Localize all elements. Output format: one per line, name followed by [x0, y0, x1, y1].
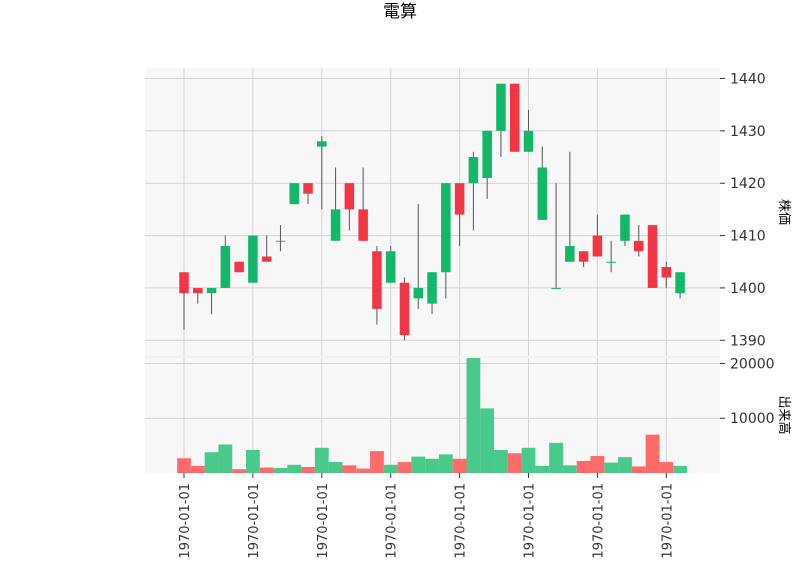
candle-body: [523, 130, 534, 152]
volume-bar: [383, 464, 398, 473]
candle-body: [206, 287, 217, 294]
candle-body: [372, 251, 382, 309]
x-tick-label: 1970-01-01: [385, 483, 400, 559]
volume-bar: [232, 469, 247, 473]
volume-bar: [273, 468, 288, 473]
candle-body: [633, 240, 644, 252]
candle-body: [468, 157, 479, 184]
axes: 1390 1400 1410 1420 1430 1440 10000 20000 1970-0…: [145, 71, 775, 559]
volume-bar: [411, 456, 426, 473]
candle-body: [385, 251, 396, 283]
candle-body: [606, 261, 616, 263]
candle-body: [261, 256, 272, 262]
volume-bar: [631, 466, 646, 473]
volume-bar: [356, 468, 371, 473]
candle-body: [358, 209, 368, 241]
candle-body: [413, 287, 424, 299]
volume-bar: [562, 465, 577, 473]
volume-bar: [673, 465, 687, 473]
volume-bar: [328, 462, 343, 473]
volume-bar: [521, 447, 536, 473]
candle-body: [592, 235, 603, 257]
candle-body: [399, 282, 410, 336]
volume-bar: [287, 464, 302, 473]
price-tick-label: 1400: [730, 281, 766, 297]
candle-body: [317, 141, 327, 147]
candle-body: [179, 272, 189, 294]
price-tick-label: 1410: [730, 229, 766, 245]
candle-body: [234, 261, 244, 273]
x-tick-label: 1970-01-01: [660, 483, 675, 559]
candle-body: [565, 246, 575, 262]
price-tick-label: 1440: [730, 71, 766, 87]
candle-body: [441, 183, 451, 273]
candle-body: [344, 183, 355, 210]
volume-tick-label: 10000: [730, 411, 775, 427]
volume-panel-background: [145, 358, 720, 473]
volume-bar: [494, 450, 508, 473]
grid-lines: [145, 68, 720, 473]
volume-bar: [259, 467, 274, 473]
candle-body: [193, 287, 203, 294]
volume-bar: [218, 444, 233, 473]
chart-title: 電算: [383, 2, 417, 22]
volume-bars: [177, 358, 687, 473]
volume-bar: [177, 458, 191, 473]
volume-bar: [645, 434, 660, 473]
x-tick-label: 1970-01-01: [316, 483, 331, 559]
candle-body: [454, 183, 465, 215]
candle-body: [509, 83, 520, 152]
volume-bar: [452, 458, 467, 473]
candle-body: [661, 266, 672, 278]
candle-body: [578, 251, 589, 262]
x-tick-label: 1970-01-01: [178, 483, 193, 559]
candle-body: [482, 130, 492, 178]
candle-body: [647, 225, 658, 288]
candle-body: [675, 272, 685, 294]
volume-bar: [438, 454, 453, 473]
price-tick-label: 1430: [730, 124, 766, 140]
candle-body: [220, 246, 231, 288]
volume-bar: [425, 458, 439, 473]
volume-axis-label: 出来高: [776, 395, 792, 434]
price-tick-label: 1390: [730, 333, 766, 349]
volume-bar: [301, 466, 315, 473]
volume-bar: [549, 442, 563, 473]
price-axis-label: 株価: [776, 199, 791, 225]
price-tick-label: 1420: [730, 176, 766, 192]
x-tick-label: 1970-01-01: [247, 483, 262, 559]
volume-bar: [370, 451, 384, 473]
candle-body: [551, 287, 561, 289]
x-tick-label: 1970-01-01: [454, 483, 469, 559]
volume-bar: [618, 457, 632, 473]
candle-body: [620, 214, 630, 241]
volume-bar: [466, 358, 481, 473]
volume-bar: [535, 465, 550, 473]
volume-bar: [507, 453, 522, 473]
volume-tick-label: 20000: [730, 356, 775, 372]
candle-body: [303, 183, 313, 194]
candle-body: [275, 240, 286, 242]
x-tick-label: 1970-01-01: [523, 483, 538, 559]
candle-body: [537, 167, 548, 220]
price-candles: [179, 83, 685, 341]
volume-bar: [576, 460, 591, 473]
candle-body: [330, 209, 341, 241]
volume-bar: [204, 452, 219, 473]
candle-body: [496, 83, 506, 131]
volume-bar: [659, 462, 674, 473]
volume-bar: [590, 456, 605, 473]
candle-body: [427, 272, 437, 304]
x-tick-label: 1970-01-01: [591, 483, 606, 559]
volume-bar: [604, 462, 619, 473]
volume-bar: [190, 465, 205, 473]
candle-body: [289, 183, 299, 205]
volume-bar: [246, 450, 260, 473]
volume-bar: [314, 447, 329, 473]
candle-body: [248, 235, 258, 283]
volume-bar: [480, 408, 495, 473]
volume-bar: [342, 465, 357, 473]
volume-bar: [397, 462, 412, 473]
